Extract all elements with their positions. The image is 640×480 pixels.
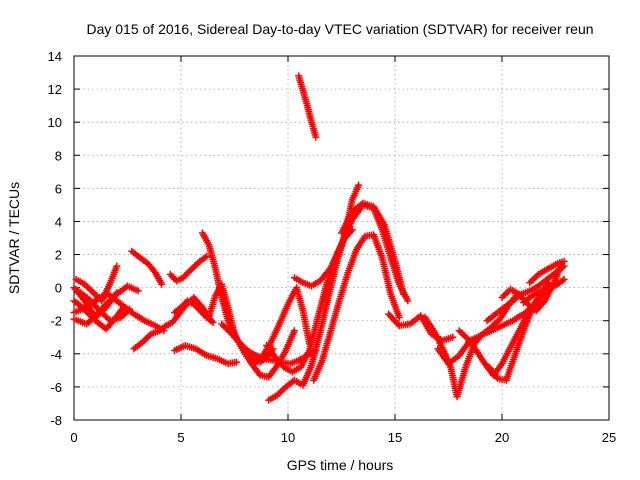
y-tick-label: -6 — [50, 380, 62, 395]
series-arc-15 — [250, 284, 313, 368]
y-tick-label: 2 — [55, 248, 62, 263]
marker-cluster — [166, 252, 211, 285]
marker-cluster — [130, 294, 215, 353]
x-tick-label: 0 — [70, 430, 77, 445]
series-arc-5 — [70, 290, 168, 335]
x-tick-label: 10 — [281, 430, 295, 445]
y-tick-label: 6 — [55, 181, 62, 196]
x-axis-label: GPS time / hours — [287, 457, 394, 473]
y-tick-label: -4 — [50, 347, 62, 362]
series-arc-30 — [519, 275, 568, 306]
y-tick-label: 4 — [55, 214, 62, 229]
y-axis-label: SDTVAR / TECUs — [6, 182, 22, 294]
grid-lines — [74, 56, 609, 420]
marker-cluster — [128, 247, 166, 288]
y-tick-label: 8 — [55, 148, 62, 163]
marker-cluster — [310, 231, 403, 384]
y-tick-label: -8 — [50, 413, 62, 428]
series-arc-20 — [310, 231, 403, 384]
marker-cluster — [70, 282, 142, 328]
x-tick-label: 20 — [495, 430, 509, 445]
marker-cluster — [338, 199, 408, 298]
y-tick-label: 10 — [48, 115, 62, 130]
series-arc-9 — [166, 252, 211, 285]
marker-cluster — [295, 72, 320, 141]
series-arc-29 — [526, 257, 568, 287]
series-arc-11 — [171, 342, 241, 368]
marker-cluster — [171, 297, 217, 326]
plot-frame — [73, 55, 610, 421]
marker-cluster — [70, 290, 168, 335]
series-arc-10 — [171, 297, 217, 326]
series-arc-7 — [128, 247, 166, 288]
marker-cluster — [519, 275, 568, 306]
x-tick-label: 15 — [388, 430, 402, 445]
y-tick-label: 0 — [55, 281, 62, 296]
y-tick-label: 14 — [48, 49, 62, 64]
series-arc-8 — [130, 294, 215, 353]
marker-cluster — [250, 284, 313, 368]
series-arc-28 — [498, 259, 566, 315]
series-arc-21 — [338, 199, 408, 298]
marker-cluster — [526, 257, 568, 287]
y-tick-label: 12 — [48, 82, 62, 97]
data-marks — [70, 72, 568, 404]
marker-cluster — [498, 259, 566, 315]
series-arc-18 — [295, 72, 320, 141]
x-tick-label: 5 — [177, 430, 184, 445]
chart-title: Day 015 of 2016, Sidereal Day-to-day VTE… — [86, 21, 593, 37]
y-tick-label: -2 — [50, 314, 62, 329]
x-tick-label: 25 — [602, 430, 616, 445]
marker-cluster — [171, 342, 241, 368]
tick-labels: 0 5 10 15 20 25 -8 -6 -4 -2 0 2 4 6 8 10 12 14 — [48, 49, 617, 445]
series-arc-6 — [70, 282, 142, 328]
